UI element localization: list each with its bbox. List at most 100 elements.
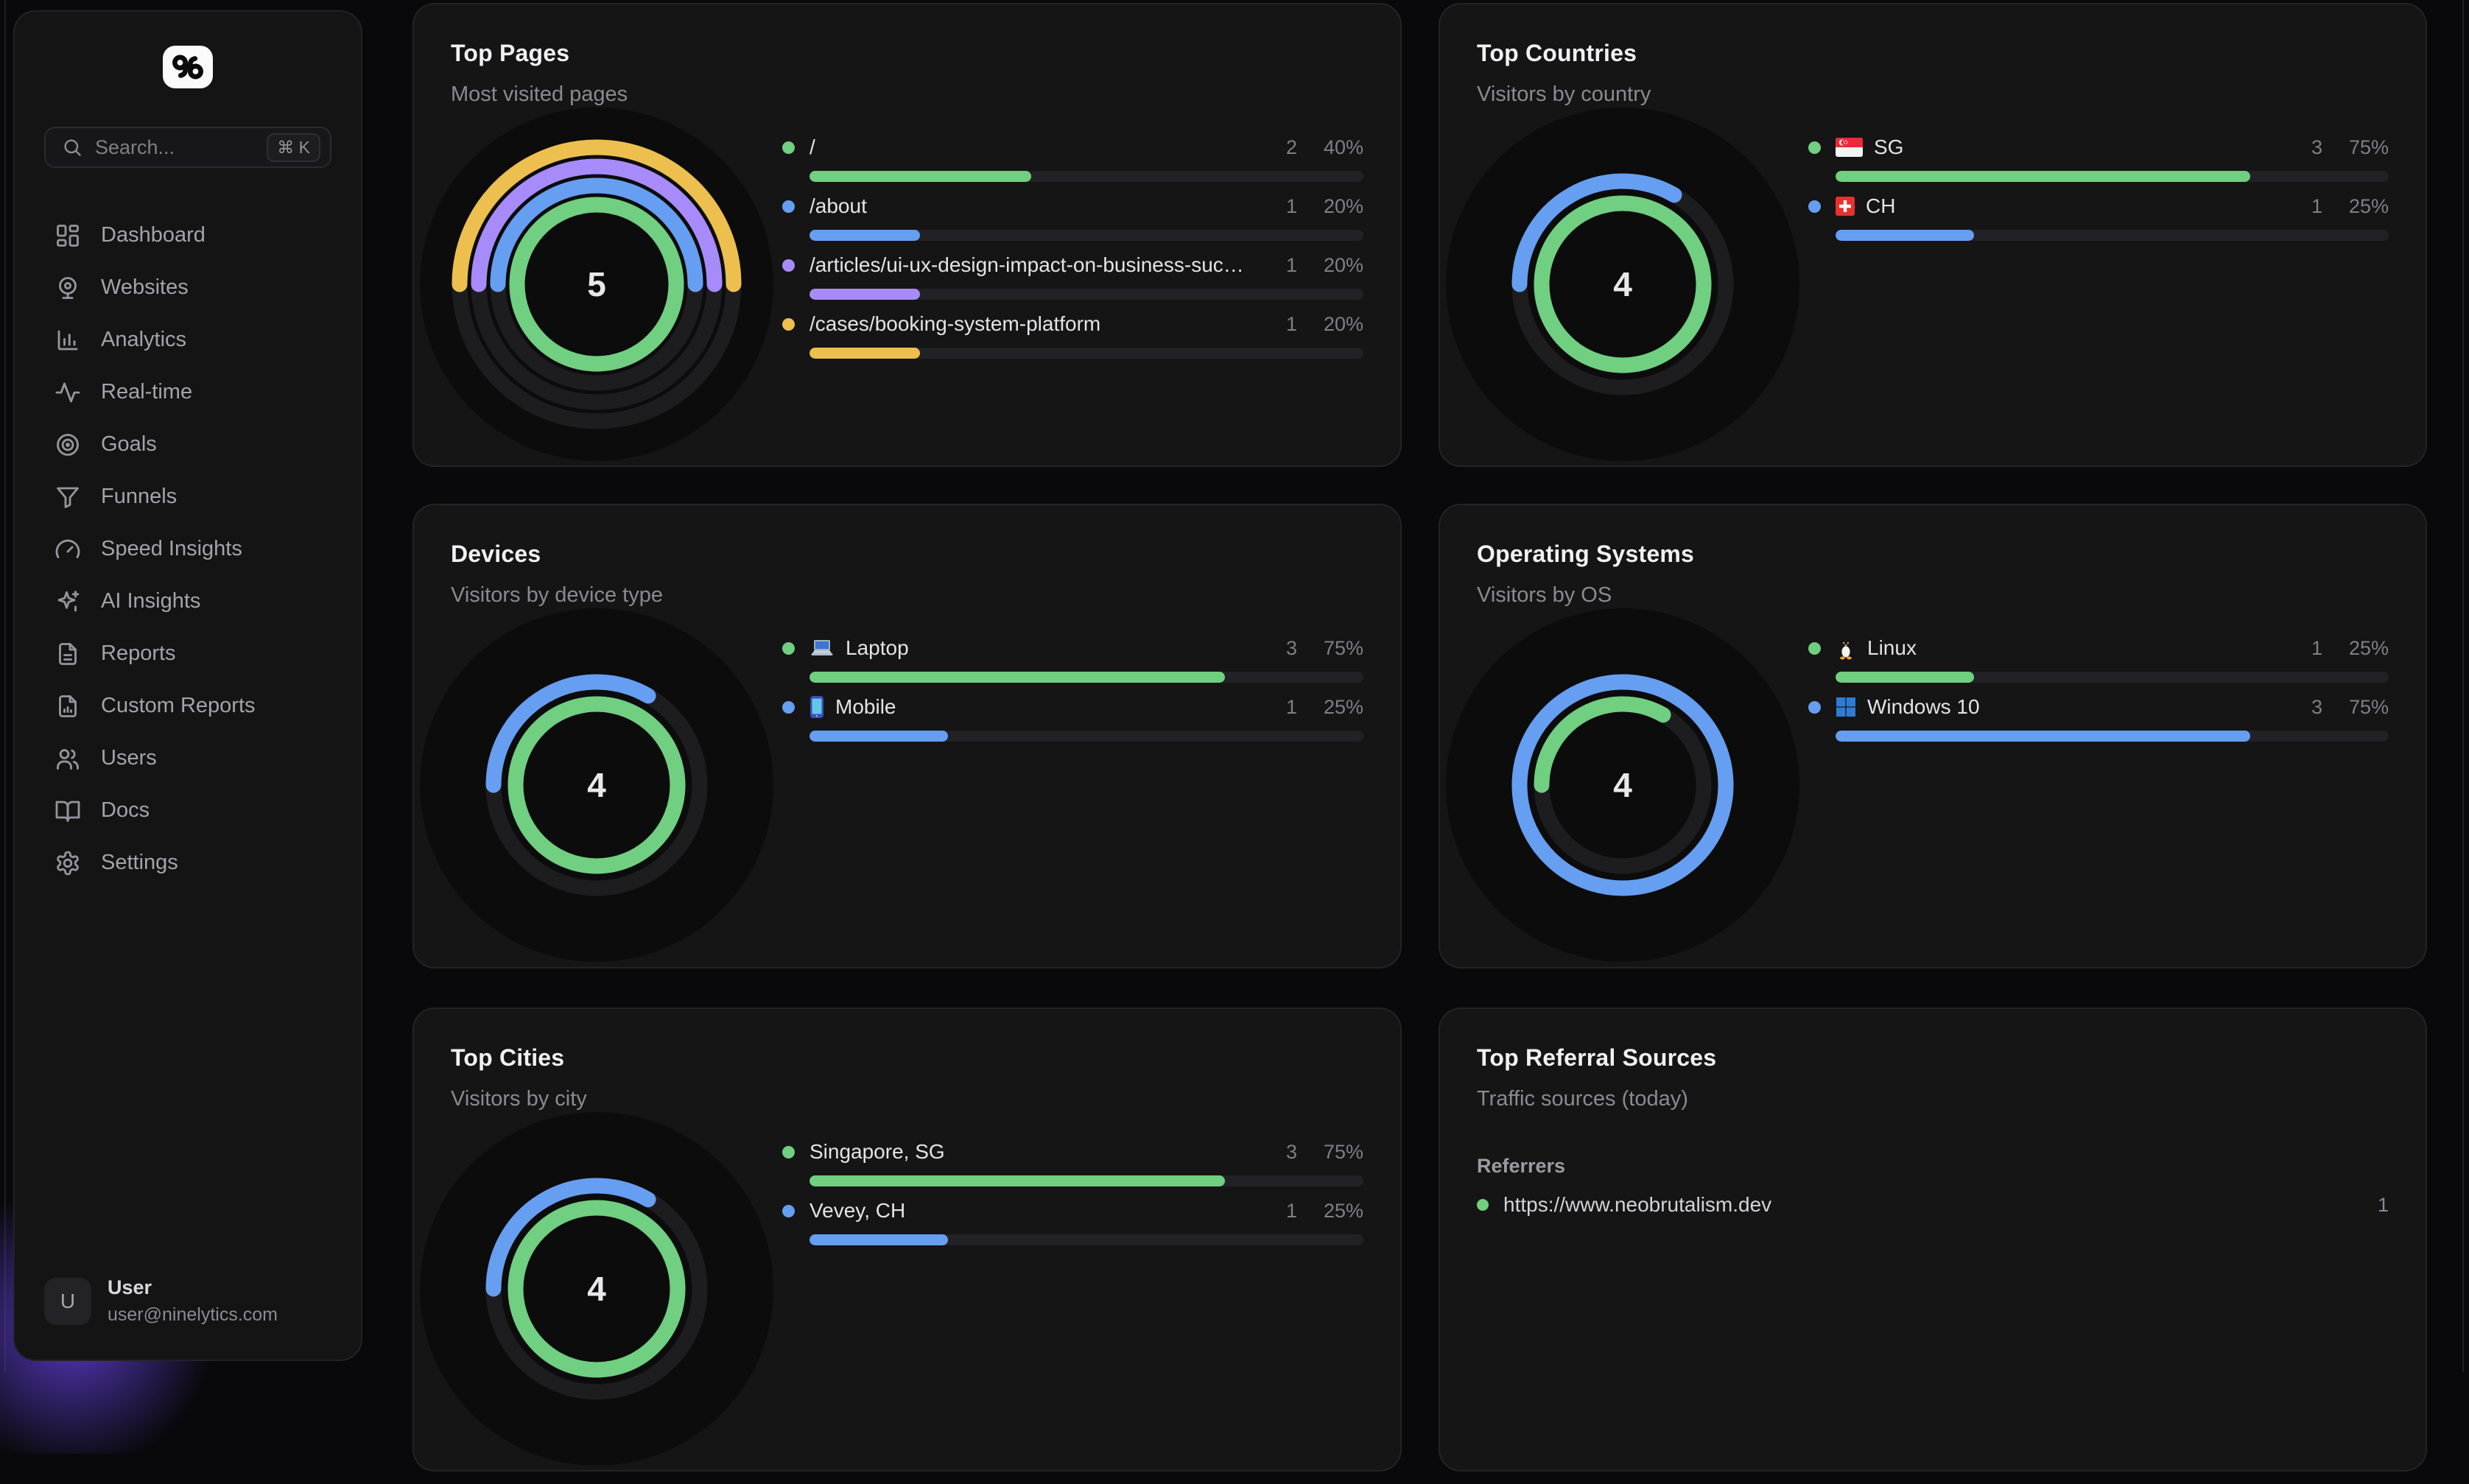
progress-fill xyxy=(1836,731,2250,742)
ch-flag-icon xyxy=(1836,197,1855,216)
progress-track xyxy=(809,672,1363,683)
sg-flag-icon xyxy=(1836,138,1863,157)
legend-pct: 40% xyxy=(1297,136,1363,159)
progress-track xyxy=(809,171,1363,182)
sidebar-item-label: Custom Reports xyxy=(101,694,256,718)
progress-fill xyxy=(809,672,1225,683)
progress-track xyxy=(809,289,1363,300)
sidebar-item-funnels[interactable]: Funnels xyxy=(34,471,342,523)
legend-label: /about xyxy=(809,194,1247,218)
legend-dot xyxy=(782,1146,795,1158)
legend-dot xyxy=(1808,200,1821,213)
laptop-icon xyxy=(809,637,835,659)
sidebar-item-speed-insights[interactable]: Speed Insights xyxy=(34,523,342,575)
sidebar-item-real-time[interactable]: Real-time xyxy=(34,366,342,418)
sidebar-item-goals[interactable]: Goals xyxy=(34,418,342,471)
search-placeholder: Search... xyxy=(95,136,267,159)
card-title: Top Countries xyxy=(1477,40,2389,67)
legend-pct: 75% xyxy=(1297,637,1363,660)
ninelytics-logo[interactable] xyxy=(163,46,213,88)
avatar: U xyxy=(44,1278,91,1325)
realtime-icon xyxy=(55,379,81,406)
search-input[interactable]: Search... ⌘ K xyxy=(44,127,331,168)
progress-track xyxy=(1836,731,2389,742)
sidebar-item-label: Docs xyxy=(101,798,150,823)
legend-pct: 20% xyxy=(1297,313,1363,336)
legend-dot xyxy=(782,318,795,331)
sidebar-item-label: Users xyxy=(101,746,157,770)
window-left-edge xyxy=(4,0,6,1373)
scrollbar-track[interactable] xyxy=(2462,0,2464,1373)
legend-dot xyxy=(782,200,795,213)
sidebar-item-settings[interactable]: Settings xyxy=(34,837,342,889)
sidebar-item-analytics[interactable]: Analytics xyxy=(34,314,342,366)
sidebar-item-users[interactable]: Users xyxy=(34,732,342,784)
sidebar-item-websites[interactable]: Websites xyxy=(34,261,342,314)
ai-icon xyxy=(55,588,81,615)
sidebar-item-docs[interactable]: Docs xyxy=(34,784,342,837)
legend-label: Laptop xyxy=(846,636,1247,660)
legend-dot xyxy=(1808,642,1821,655)
sidebar-item-ai-insights[interactable]: AI Insights xyxy=(34,575,342,627)
legend-row: /articles/ui-ux-design-impact-on-busines… xyxy=(782,249,1363,300)
goals-icon xyxy=(55,432,81,458)
card-devices: Devices Visitors by device type 4 Laptop… xyxy=(412,504,1402,968)
progress-track xyxy=(809,731,1363,742)
legend-count: 1 xyxy=(2284,195,2322,218)
progress-fill xyxy=(809,348,920,359)
user-email: user@ninelytics.com xyxy=(108,1304,278,1326)
sidebar-item-label: AI Insights xyxy=(101,589,200,613)
sidebar-item-label: Reports xyxy=(101,641,176,666)
progress-track xyxy=(809,1234,1363,1245)
progress-track xyxy=(809,230,1363,241)
legend-dot xyxy=(782,701,795,714)
card-top-cities: Top Cities Visitors by city 4 Singapore,… xyxy=(412,1007,1402,1471)
dashboard-icon xyxy=(55,222,81,249)
legend-pct: 75% xyxy=(2322,136,2389,159)
legend-count: 1 xyxy=(1259,696,1297,719)
sidebar-item-label: Analytics xyxy=(101,328,186,352)
progress-fill xyxy=(809,1234,948,1245)
progress-fill xyxy=(809,731,948,742)
card-title: Devices xyxy=(451,541,1363,568)
sidebar-item-reports[interactable]: Reports xyxy=(34,627,342,680)
user-menu[interactable]: U User user@ninelytics.com xyxy=(15,1254,361,1360)
legend-pct: 25% xyxy=(1297,696,1363,719)
sidebar-item-dashboard[interactable]: Dashboard xyxy=(34,209,342,261)
referrer-count: 1 xyxy=(2378,1194,2389,1217)
donut-total: 4 xyxy=(1578,741,1667,829)
sidebar-item-label: Settings xyxy=(101,851,178,875)
legend-dot xyxy=(1808,141,1821,154)
legend-label: SG xyxy=(1874,136,2272,159)
progress-track xyxy=(1836,230,2389,241)
search-icon xyxy=(62,137,82,158)
speed-icon xyxy=(55,536,81,563)
users-icon xyxy=(55,745,81,772)
legend-label: CH xyxy=(1866,194,2272,218)
sidebar-item-custom-reports[interactable]: Custom Reports xyxy=(34,680,342,732)
legend-count: 1 xyxy=(1259,1200,1297,1223)
card-title: Top Cities xyxy=(451,1044,1363,1072)
funnels-icon xyxy=(55,484,81,510)
legend-dot xyxy=(782,1205,795,1217)
mobile-icon xyxy=(809,695,824,719)
analytics-icon xyxy=(55,327,81,354)
user-name: User xyxy=(108,1276,278,1299)
progress-fill xyxy=(809,289,920,300)
